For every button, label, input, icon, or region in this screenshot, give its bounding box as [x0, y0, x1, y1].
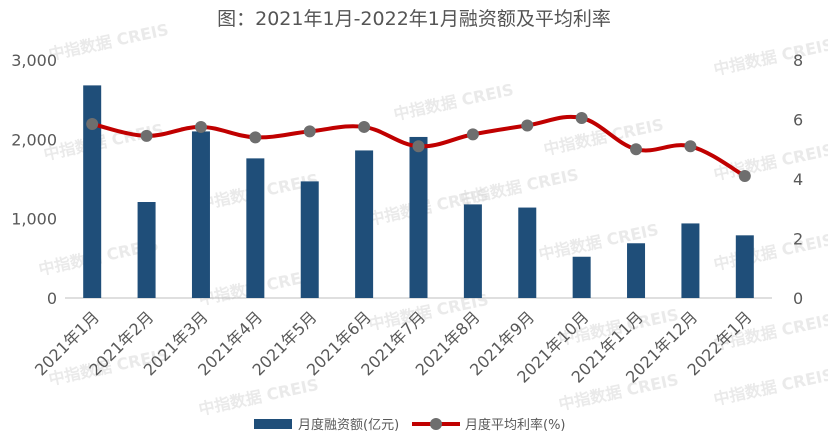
y-left-tick-label: 3,000: [11, 51, 57, 70]
rate-point: [140, 129, 153, 142]
rate-point: [630, 143, 643, 156]
bar: [300, 181, 319, 298]
watermark-text: 中指数据 CREIS: [457, 165, 580, 209]
watermark-text: 中指数据 CREIS: [392, 80, 515, 124]
rate-point: [249, 131, 262, 144]
rate-point: [194, 120, 207, 133]
bar: [355, 150, 374, 298]
watermark-text: 中指数据 CREIS: [712, 230, 828, 274]
y-left-tick-label: 2,000: [11, 130, 57, 149]
bar: [681, 223, 700, 298]
bar: [246, 158, 265, 298]
bar: [137, 202, 156, 298]
legend-line-marker: [430, 418, 442, 430]
rate-point: [575, 112, 588, 125]
watermark-text: 中指数据 CREIS: [712, 140, 828, 184]
rate-point: [521, 119, 534, 132]
y-left-tick-label: 1,000: [11, 210, 57, 229]
bar: [735, 235, 754, 298]
bar: [191, 131, 210, 298]
rate-point: [303, 125, 316, 138]
watermark-text: 中指数据 CREIS: [197, 375, 320, 419]
bar: [572, 256, 591, 298]
y-left-tick-label: 0: [47, 289, 57, 308]
legend-line-label: 月度平均利率(%): [465, 417, 566, 433]
bar: [518, 207, 537, 298]
rate-point: [358, 120, 371, 133]
bar: [627, 243, 646, 298]
rate-point: [738, 170, 751, 183]
bar: [409, 136, 428, 298]
bar: [463, 204, 482, 298]
legend-bar-label: 月度融资额(亿元): [298, 417, 399, 433]
legend: 月度融资额(亿元) 月度平均利率(%): [254, 417, 566, 433]
bar: [83, 85, 102, 299]
y-right-tick-label: 4: [793, 170, 803, 189]
chart-title: 图：2021年1月-2022年1月融资额及平均利率: [217, 8, 611, 30]
rate-point: [684, 140, 697, 153]
legend-bar-swatch: [254, 419, 292, 429]
rate-point: [466, 128, 479, 141]
watermark-text: 中指数据 CREIS: [47, 20, 170, 64]
y-right-tick-label: 2: [793, 230, 803, 249]
rate-point: [412, 140, 425, 153]
watermark-text: 中指数据 CREIS: [712, 365, 828, 409]
rate-point: [86, 117, 99, 130]
y-right-tick-label: 8: [793, 51, 803, 70]
y-right-tick-label: 6: [793, 111, 803, 130]
watermark-text: 中指数据 CREIS: [712, 35, 828, 79]
y-right-tick-label: 0: [793, 289, 803, 308]
